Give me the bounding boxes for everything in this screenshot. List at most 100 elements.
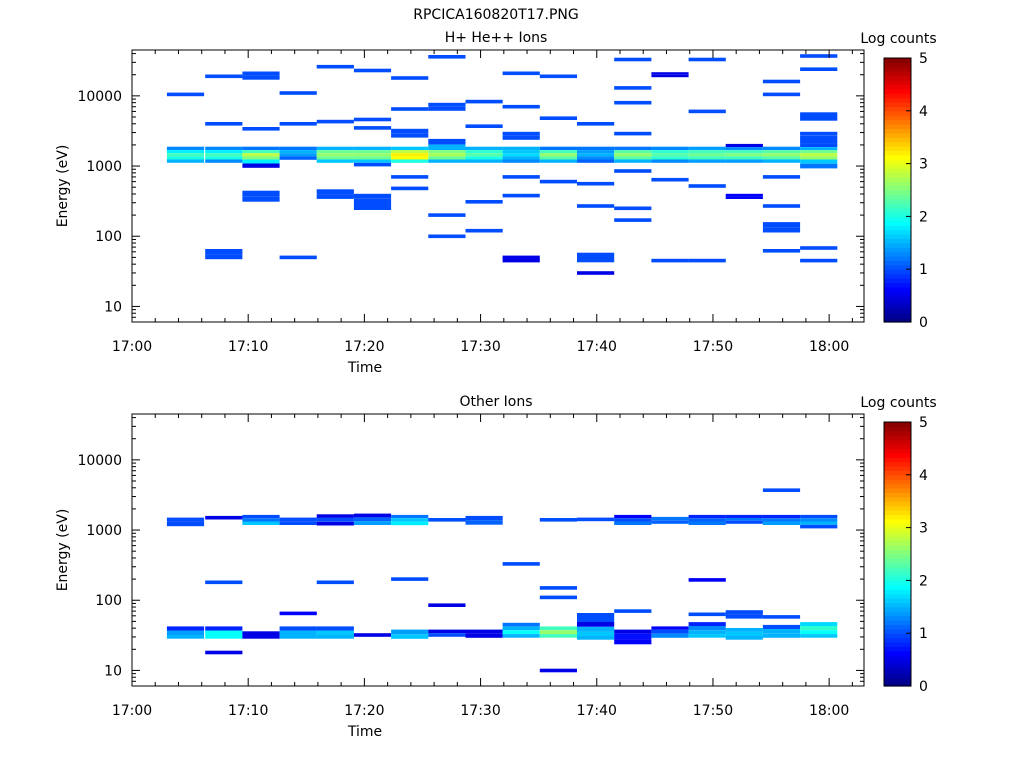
heatmap-cell bbox=[205, 626, 243, 631]
colorbar-swatch bbox=[884, 225, 911, 231]
heatmap-cell bbox=[353, 517, 392, 522]
heatmap-cell bbox=[391, 577, 429, 581]
colorbar-swatch bbox=[884, 422, 911, 427]
heatmap-cell bbox=[428, 633, 466, 637]
colorbar-swatch bbox=[884, 435, 911, 441]
heatmap-cell bbox=[242, 159, 280, 164]
heatmap-cell bbox=[800, 521, 838, 525]
colorbar-swatch bbox=[884, 510, 911, 515]
heatmap-cell bbox=[242, 196, 280, 202]
heatmap-cell bbox=[316, 514, 354, 518]
heatmap-cell bbox=[465, 150, 503, 154]
heatmap-cell bbox=[688, 156, 726, 160]
colorbar-swatch bbox=[884, 185, 911, 191]
heatmap-cell bbox=[577, 631, 615, 636]
heatmap-cell bbox=[391, 128, 429, 134]
colorbar-swatch bbox=[884, 75, 911, 81]
heatmap-cell bbox=[279, 146, 317, 151]
x-tick-label: 17:30 bbox=[460, 339, 500, 355]
heatmap-cell bbox=[577, 271, 615, 275]
heatmap-cell bbox=[800, 135, 838, 140]
colorbar-swatch bbox=[884, 207, 911, 213]
heatmap-cell bbox=[577, 626, 615, 632]
colorbar-swatch bbox=[884, 624, 911, 630]
colorbar-swatch bbox=[884, 264, 911, 270]
colorbar: 0 1 2 3 4 5 Log counts bbox=[860, 395, 936, 695]
heatmap-cell bbox=[205, 153, 243, 157]
heatmap-cell bbox=[391, 186, 429, 191]
colorbar-swatch bbox=[884, 452, 911, 458]
colorbar-swatch bbox=[884, 137, 911, 143]
colorbar-swatch bbox=[884, 238, 911, 244]
colorbar-swatch bbox=[884, 602, 911, 608]
heatmap-cell bbox=[279, 611, 317, 616]
heatmap-cell bbox=[353, 153, 392, 157]
heatmap-cell bbox=[166, 159, 205, 163]
heatmap-cell bbox=[688, 159, 726, 163]
heatmap-cell bbox=[279, 150, 317, 154]
heatmap-cell bbox=[539, 116, 577, 120]
heatmap-cell bbox=[725, 636, 763, 640]
heatmap-cell bbox=[428, 213, 466, 217]
heatmap-cell bbox=[688, 514, 726, 519]
colorbar-swatch bbox=[884, 124, 911, 129]
colorbar-swatch bbox=[884, 172, 911, 178]
colorbar-swatch bbox=[884, 567, 911, 573]
heatmap-cell bbox=[800, 147, 838, 151]
colorbar-swatch bbox=[884, 523, 911, 529]
heatmap-cell bbox=[465, 153, 503, 157]
heatmap-cell bbox=[688, 578, 726, 582]
heatmap-cell bbox=[651, 153, 689, 157]
heatmap-cell bbox=[166, 150, 205, 154]
heatmap-cell bbox=[242, 153, 280, 157]
panel-title: Other Ions bbox=[459, 394, 532, 410]
x-tick-label: 17:10 bbox=[228, 339, 268, 355]
heatmap-cell bbox=[539, 630, 577, 635]
colorbar-swatch bbox=[884, 110, 911, 116]
heatmap-cell bbox=[614, 518, 652, 522]
x-tick-label: 17:20 bbox=[344, 703, 384, 719]
heatmap-cell bbox=[651, 258, 689, 263]
heatmap-cell bbox=[800, 524, 838, 529]
heatmap-cell bbox=[577, 181, 615, 186]
colorbar-swatch bbox=[884, 159, 911, 165]
heatmap-cell bbox=[651, 626, 689, 630]
heatmap-cell bbox=[762, 521, 801, 525]
colorbar-tick-label: 2 bbox=[919, 209, 928, 225]
colorbar-swatch bbox=[884, 163, 911, 169]
colorbar-swatch bbox=[884, 549, 911, 555]
colorbar-swatch bbox=[884, 558, 911, 564]
heatmap-cell bbox=[614, 169, 652, 173]
heatmap-cell bbox=[614, 206, 652, 211]
heatmap-cell bbox=[577, 622, 615, 627]
colorbar-swatch bbox=[884, 466, 911, 471]
colorbar-swatch bbox=[884, 146, 911, 151]
colorbar-swatch bbox=[884, 426, 911, 432]
heatmap-cell bbox=[465, 228, 503, 233]
heatmap-cell bbox=[725, 514, 763, 518]
heatmap-cell bbox=[539, 668, 577, 673]
heatmap-cell bbox=[428, 603, 466, 607]
heatmap-cell bbox=[688, 109, 726, 114]
colorbar-swatch bbox=[884, 132, 911, 138]
heatmap-cell bbox=[651, 159, 689, 163]
heatmap-cell bbox=[800, 626, 838, 631]
heatmap-cell bbox=[316, 159, 354, 163]
heatmap-cell bbox=[688, 150, 726, 154]
heatmap-cell bbox=[428, 55, 466, 59]
heatmap-cell bbox=[242, 75, 280, 80]
colorbar-tick-label: 5 bbox=[919, 415, 928, 431]
heatmap-cell bbox=[205, 150, 243, 154]
colorbar-swatch bbox=[884, 659, 911, 665]
heatmap-cell bbox=[353, 193, 392, 199]
heatmap-cell bbox=[391, 175, 429, 179]
colorbar-swatch bbox=[884, 66, 911, 72]
heatmap-cells bbox=[166, 488, 838, 673]
heatmap-cell bbox=[279, 521, 317, 525]
colorbar-swatch bbox=[884, 584, 911, 590]
colorbar-swatch bbox=[884, 545, 911, 551]
heatmap-cell bbox=[391, 629, 429, 635]
heatmap-cell bbox=[242, 518, 280, 522]
heatmap-cell bbox=[465, 515, 503, 521]
colorbar-swatch bbox=[884, 637, 911, 643]
